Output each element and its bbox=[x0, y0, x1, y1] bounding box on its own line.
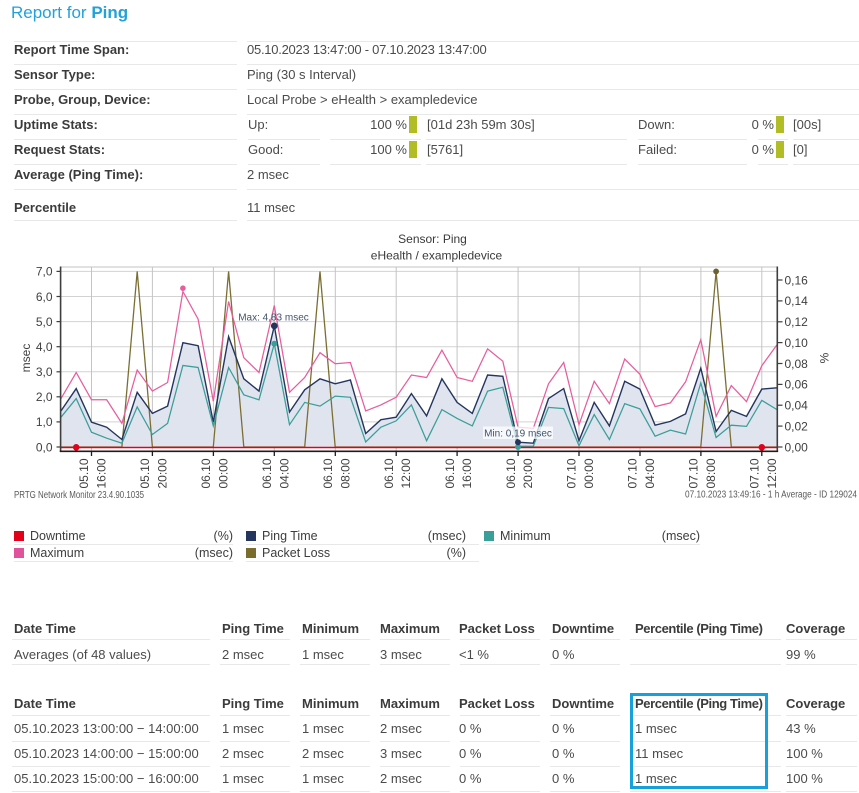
svg-text:12:00: 12:00 bbox=[765, 458, 779, 488]
svg-text:07.10: 07.10 bbox=[626, 458, 640, 488]
svg-text:0,02: 0,02 bbox=[785, 419, 809, 433]
svg-text:PRTG Network Monitor 23.4.90.1: PRTG Network Monitor 23.4.90.1035 bbox=[14, 490, 144, 501]
svg-text:0,04: 0,04 bbox=[785, 399, 809, 413]
svg-text:12:00: 12:00 bbox=[399, 458, 413, 488]
svg-text:06.10: 06.10 bbox=[199, 458, 213, 488]
svg-text:00:00: 00:00 bbox=[582, 458, 596, 488]
svg-text:05.10: 05.10 bbox=[77, 458, 91, 488]
svg-text:0,0: 0,0 bbox=[36, 440, 53, 454]
svg-text:0,10: 0,10 bbox=[785, 336, 809, 350]
svg-text:06.10: 06.10 bbox=[382, 458, 396, 488]
svg-text:0,08: 0,08 bbox=[785, 357, 809, 371]
svg-text:5,0: 5,0 bbox=[36, 315, 53, 329]
svg-text:06.10: 06.10 bbox=[260, 458, 274, 488]
svg-text:06.10: 06.10 bbox=[443, 458, 457, 488]
svg-text:16:00: 16:00 bbox=[460, 458, 474, 488]
svg-text:04:00: 04:00 bbox=[643, 458, 657, 488]
svg-text:3,0: 3,0 bbox=[36, 365, 53, 379]
svg-text:20:00: 20:00 bbox=[155, 458, 169, 488]
svg-text:05.10: 05.10 bbox=[138, 458, 152, 488]
svg-text:0,06: 0,06 bbox=[785, 378, 809, 392]
svg-text:04:00: 04:00 bbox=[277, 458, 291, 488]
svg-text:08:00: 08:00 bbox=[704, 458, 718, 488]
svg-text:1,0: 1,0 bbox=[36, 415, 53, 429]
svg-text:7,0: 7,0 bbox=[36, 265, 53, 279]
svg-text:07.10: 07.10 bbox=[565, 458, 579, 488]
svg-text:08:00: 08:00 bbox=[338, 458, 352, 488]
svg-text:0,14: 0,14 bbox=[785, 294, 809, 308]
svg-text:Min: 0,19 msec: Min: 0,19 msec bbox=[484, 428, 552, 439]
svg-text:4,0: 4,0 bbox=[36, 340, 53, 354]
svg-text:16:00: 16:00 bbox=[95, 458, 109, 488]
svg-text:07.10: 07.10 bbox=[687, 458, 701, 488]
svg-text:2,0: 2,0 bbox=[36, 390, 53, 404]
svg-text:07.10: 07.10 bbox=[748, 458, 762, 488]
svg-text:eHealth / exampledevice: eHealth / exampledevice bbox=[371, 249, 503, 263]
svg-text:20:00: 20:00 bbox=[521, 458, 535, 488]
svg-text:%: % bbox=[818, 352, 832, 363]
svg-text:0,16: 0,16 bbox=[785, 273, 809, 287]
svg-text:06.10: 06.10 bbox=[321, 458, 335, 488]
svg-text:06.10: 06.10 bbox=[504, 458, 518, 488]
svg-text:0,00: 0,00 bbox=[785, 440, 809, 454]
svg-text:Sensor: Ping: Sensor: Ping bbox=[398, 232, 467, 246]
svg-text:6,0: 6,0 bbox=[36, 290, 53, 304]
svg-text:00:00: 00:00 bbox=[216, 458, 230, 488]
svg-text:07.10.2023 13:49:16 - 1 h Aver: 07.10.2023 13:49:16 - 1 h Average - ID 1… bbox=[685, 490, 857, 501]
svg-text:msec: msec bbox=[19, 344, 33, 373]
svg-text:0,12: 0,12 bbox=[785, 315, 809, 329]
svg-text:Max: 4,83 msec: Max: 4,83 msec bbox=[238, 313, 309, 324]
